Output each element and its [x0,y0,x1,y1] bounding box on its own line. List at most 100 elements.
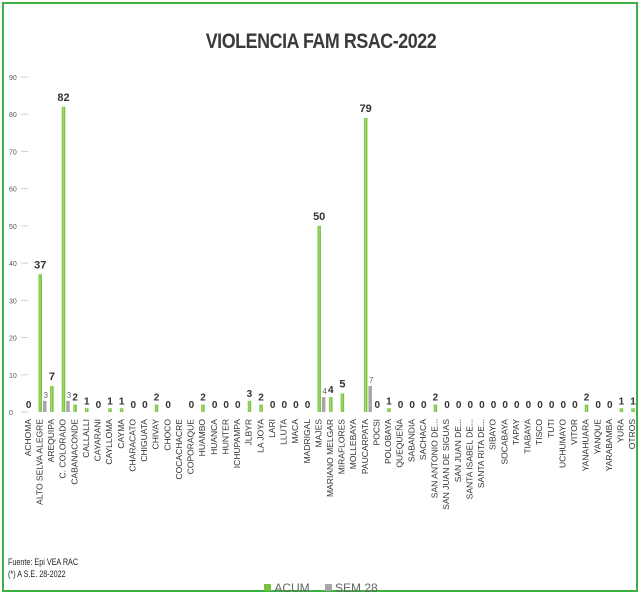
source-line-1: Fuente: Epi VEA RAC [8,557,79,567]
bar-label-acum: 0 [375,400,381,411]
bar-label-acum: 0 [456,400,462,411]
bar-label-acum: 0 [502,400,508,411]
bar-label-acum: 1 [119,396,125,407]
x-category-label: OTROS [627,419,637,450]
x-category-label: SAN JUAN DE... [453,419,463,482]
x-category-label: CHARACATO [127,419,137,472]
bar-label-acum: 79 [360,103,372,115]
y-tick-label: 60 [9,187,17,194]
bar-label-sem: 7 [369,376,374,385]
bar-acum-highlight [620,408,622,412]
bar-label-acum: 2 [584,393,590,404]
y-tick-label: 70 [9,149,17,156]
bar-acum-highlight [248,400,250,412]
x-category-label: CHOCO [162,419,172,451]
bar-label-acum: 0 [560,400,566,411]
x-category-label: SIBAYO [488,419,498,450]
bar-label-acum: 0 [607,400,613,411]
bar-label-acum: 0 [595,400,601,411]
source-line-2: (*) A S.E. 28-2022 [8,569,66,579]
bar-acum-highlight [109,408,111,412]
x-category-label: ALTO SELVA ALEGRE [34,419,44,505]
x-axis-labels: ACHOMA ALTO SELVA ALEGRE AREQUIPA C. COLORA… [23,419,637,510]
bar-acum-highlight [434,404,436,412]
y-tick-label: 20 [9,336,17,343]
bar-label-acum: 2 [200,393,206,404]
x-category-label: MADRIGAL [302,419,312,464]
bar-label-acum: 0 [491,400,497,411]
bar-label-acum: 2 [433,393,439,404]
bar-acum-highlight [364,117,366,412]
bar-label-acum: 0 [282,400,288,411]
y-tick-label: 80 [9,112,17,119]
bar-sem [66,400,70,412]
x-category-label: TUTI [546,419,556,438]
x-category-label: MAJES [313,419,323,448]
x-category-label: SAN JUAN DE SIGUAS [441,419,451,510]
x-category-label: SAN ANTONIO DE... [430,419,440,498]
x-category-label: ACHOMA [23,419,33,457]
bar-acum-highlight [260,404,262,412]
bar-acum-highlight [318,225,320,412]
bar-label-acum: 37 [34,259,46,271]
x-category-label: CAYMA [116,419,126,449]
legend-item-sem: SEM 28 [325,581,378,595]
bar-acum-highlight [51,385,53,412]
x-category-label: YANQUE [592,419,602,455]
y-tick-label: 90 [9,75,17,82]
bar-label-acum: 1 [619,396,625,407]
bar-label-acum: 0 [96,400,102,411]
bar-acum-highlight [202,404,204,412]
bar-label-acum: 0 [305,400,311,411]
bar-label-acum: 0 [537,400,543,411]
bar-label-acum: 0 [270,400,276,411]
bar-acum-highlight [39,274,41,412]
bar-label-acum: 0 [293,400,299,411]
x-category-label: COCACHACRE [174,419,184,480]
x-category-label: MACA [290,419,300,444]
bar-label-acum: 0 [479,400,485,411]
x-category-label: SANTA RITA DE... [476,419,486,488]
bar-label-acum: 4 [328,385,334,396]
chart-title: VIOLENCIA FAM RSAC-2022 [205,30,437,53]
x-category-label: VITOR [569,419,579,445]
y-tick-label: 30 [9,298,17,305]
x-category-label: MIRAFLORES [337,419,347,475]
x-category-label: TISCO [534,419,544,445]
y-tick-label: 40 [9,261,17,268]
x-category-label: QUEQUEÑA [395,419,405,468]
bar-label-sem: 3 [67,391,72,400]
bar-label-acum: 3 [247,389,253,400]
bar-label-acum: 0 [409,400,415,411]
bar-label-sem: 3 [44,391,49,400]
x-category-label: HUAMBO [197,419,207,457]
x-category-label: YANAHUARA [581,419,591,472]
bar-acum-highlight [585,404,587,412]
bar-label-acum: 2 [154,393,160,404]
bar-label-acum: 82 [57,92,69,104]
bar-label-acum: 0 [212,400,218,411]
y-tick-label: 50 [9,224,17,231]
bar-acum-highlight [632,408,634,412]
bar-label-acum: 1 [630,396,636,407]
bar-acum-highlight [155,404,157,412]
legend-label-acum: ACUM [274,580,310,595]
x-category-label: PAUCARPATA [360,419,370,474]
bar-label-acum: 50 [313,211,325,223]
bar-label-acum: 0 [165,400,171,411]
x-category-label: CABANACONDE [69,419,79,485]
bar-label-acum: 0 [235,400,241,411]
x-category-label: HUANCA [209,419,219,455]
bar-acum-highlight [85,408,87,412]
bar-acum-highlight [330,397,332,412]
x-category-label: JLBYR [244,419,254,445]
bar-label-acum: 0 [189,400,195,411]
x-category-label: SABANDIA [406,419,416,462]
x-category-label: YURA [616,419,626,443]
bar-label-acum: 0 [398,400,404,411]
bar-acum-highlight [388,408,390,412]
x-category-label: LLUTA [279,419,289,445]
bar-sem [43,400,47,412]
